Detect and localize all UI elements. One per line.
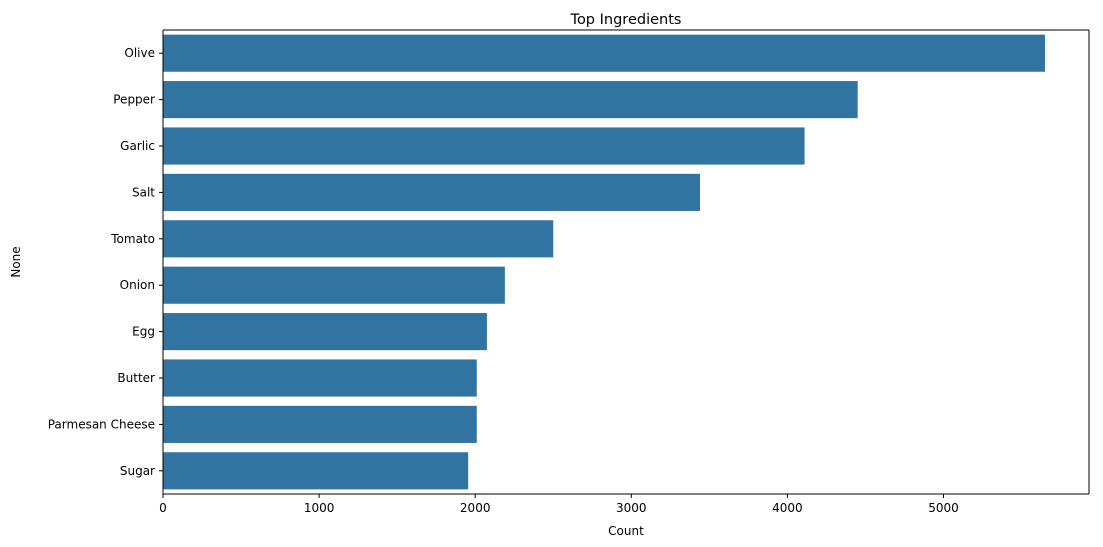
y-tick-label: Salt xyxy=(132,185,155,199)
x-tick-label: 2000 xyxy=(460,501,491,515)
bar-onion xyxy=(163,266,505,304)
y-tick-label: Egg xyxy=(132,325,155,339)
x-tick-label: 4000 xyxy=(772,501,803,515)
x-axis-label: Count xyxy=(608,524,644,538)
bar-egg xyxy=(163,313,487,351)
y-tick-label: Onion xyxy=(120,278,155,292)
y-ticks: Olive Pepper Garlic Salt Tomato Onion Egg Butte… xyxy=(48,46,163,478)
x-tick-label: 5000 xyxy=(928,501,959,515)
chart-title: Top Ingredients xyxy=(570,12,682,28)
y-tick-label: Olive xyxy=(124,46,155,60)
x-tick-label: 0 xyxy=(159,501,167,515)
x-tick-label: 1000 xyxy=(304,501,335,515)
bar-salt xyxy=(163,173,700,211)
bar-olive xyxy=(163,34,1045,72)
bars-layer xyxy=(163,34,1045,490)
bar-tomato xyxy=(163,220,554,258)
y-tick-label: Pepper xyxy=(113,93,155,107)
bar-butter xyxy=(163,359,477,397)
bar-parmesan-cheese xyxy=(163,405,477,443)
y-tick-label: Sugar xyxy=(120,464,155,478)
bar-pepper xyxy=(163,81,858,119)
y-tick-label: Garlic xyxy=(120,139,155,153)
bar-sugar xyxy=(163,452,469,490)
y-axis-label: None xyxy=(9,246,23,277)
bar-garlic xyxy=(163,127,805,165)
x-ticks: 0 1000 2000 3000 4000 5000 xyxy=(159,494,959,515)
axes-layer xyxy=(162,29,1090,495)
x-tick-label: 3000 xyxy=(616,501,647,515)
y-tick-label: Tomato xyxy=(110,232,155,246)
y-tick-label: Butter xyxy=(117,371,155,385)
y-tick-label: Parmesan Cheese xyxy=(48,417,155,431)
